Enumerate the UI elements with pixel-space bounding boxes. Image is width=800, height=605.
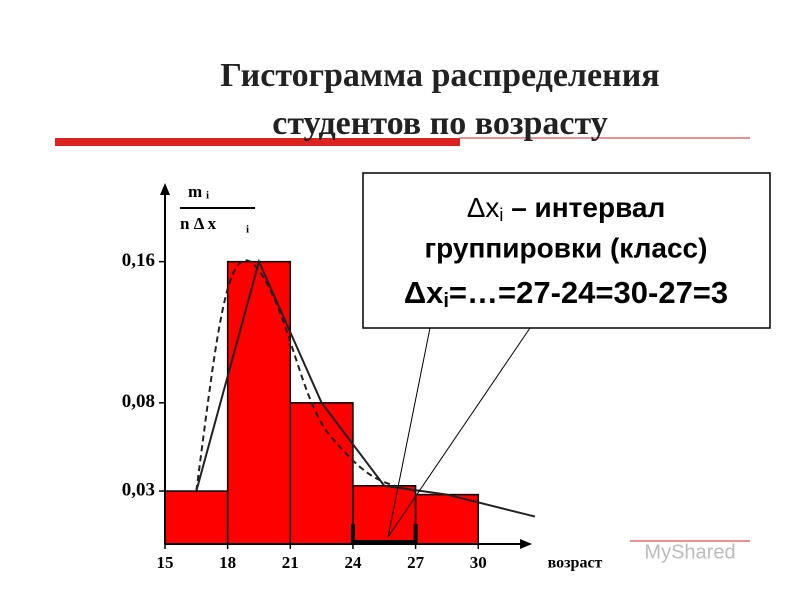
x-axis-label: возраст: [548, 555, 603, 572]
x-tick-label: 27: [407, 553, 425, 572]
x-tick-label: 21: [282, 553, 299, 572]
annotation-text: – интервал: [503, 192, 665, 223]
bar: [414, 493, 479, 545]
x-tick-label: 24: [344, 553, 362, 572]
title: Гистограмма распределения: [220, 57, 659, 94]
annotation-sub: i: [499, 205, 503, 225]
annotation-sub: i: [443, 290, 449, 312]
title: студентов по возрасту: [272, 105, 607, 142]
y-axis-arrow: [160, 183, 170, 195]
callout-line: [387, 327, 531, 538]
annotation-box: [362, 172, 771, 329]
annotation-line: группировки (класс): [425, 232, 708, 263]
x-tick-label: 18: [219, 553, 236, 572]
y-label-numerator: m: [188, 182, 202, 201]
annotation-symbol: Δx: [467, 192, 500, 223]
callout-line: [387, 327, 431, 538]
bar: [352, 485, 417, 545]
y-label-sub: i: [206, 190, 209, 202]
x-tick-label: 30: [470, 553, 487, 572]
y-tick-label: 0,16: [122, 250, 155, 271]
annotation-line: Δxi – интервал: [467, 192, 666, 224]
bar: [226, 260, 292, 545]
y-tick-label: 0,08: [122, 391, 155, 412]
watermark: MyShared: [644, 541, 735, 563]
annotation-symbol: Δx: [404, 275, 444, 310]
y-label-denominator: n Δ x: [180, 214, 217, 233]
annotation-line: Δxi=…=27-24=30-27=3: [404, 275, 728, 312]
x-tick-label: 15: [157, 553, 174, 572]
y-tick-label: 0,03: [122, 479, 155, 500]
density-curve: [195, 259, 416, 493]
polygon-tail: [446, 493, 536, 518]
bar: [164, 490, 229, 545]
x-axis-arrow: [520, 539, 532, 549]
y-label-sub: i: [246, 224, 249, 236]
annotation-text: =…=27-24=30-27=3: [449, 275, 728, 310]
